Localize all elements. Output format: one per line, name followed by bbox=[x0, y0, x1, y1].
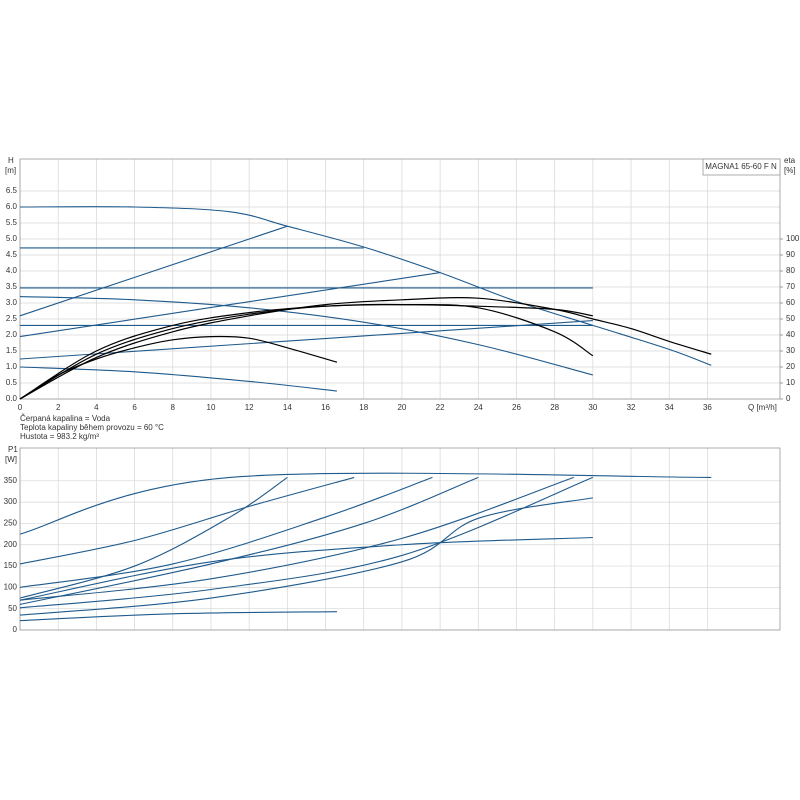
legend-box bbox=[702, 158, 781, 176]
y2-tick-label: 70 bbox=[786, 282, 795, 291]
y-axis-label: H bbox=[8, 156, 14, 165]
x-tick-label: 2 bbox=[56, 403, 61, 412]
y-tick-label: 50 bbox=[8, 604, 17, 613]
x-tick-label: 36 bbox=[703, 403, 712, 412]
plot-frame bbox=[19, 447, 781, 631]
y-tick-label: 0.0 bbox=[6, 394, 18, 403]
curve bbox=[19, 476, 433, 588]
efficiency-curve bbox=[19, 297, 712, 400]
y2-axis-label: eta bbox=[784, 156, 796, 165]
x-tick-label: 26 bbox=[512, 403, 521, 412]
x-tick-label: 20 bbox=[397, 403, 406, 412]
y-tick-label: 100 bbox=[4, 582, 18, 591]
y-tick-label: 4.5 bbox=[6, 250, 18, 259]
x-tick-label: 18 bbox=[359, 403, 368, 412]
x-tick-label: 8 bbox=[171, 403, 176, 412]
x-tick-label: 12 bbox=[245, 403, 254, 412]
y2-axis-unit: [%] bbox=[784, 166, 796, 175]
y2-tick-label: 10 bbox=[786, 378, 795, 387]
y-tick-label: 300 bbox=[4, 497, 18, 506]
x-tick-label: 6 bbox=[132, 403, 137, 412]
curve bbox=[19, 611, 337, 622]
note: Čerpaná kapalina = Voda bbox=[20, 414, 111, 423]
curve bbox=[19, 296, 594, 376]
y2-tick-label: 40 bbox=[786, 330, 795, 339]
x-tick-label: 32 bbox=[627, 403, 636, 412]
curve bbox=[19, 472, 712, 535]
note: Hustota = 983.2 kg/m³ bbox=[20, 432, 99, 441]
y2-tick-label: 50 bbox=[786, 314, 795, 323]
y-tick-label: 1.5 bbox=[6, 346, 18, 355]
y-axis-unit: [m] bbox=[5, 166, 16, 175]
y-tick-label: 150 bbox=[4, 561, 18, 570]
x-tick-label: 0 bbox=[18, 403, 23, 412]
curve bbox=[19, 225, 288, 317]
y2-tick-label: 30 bbox=[786, 346, 795, 355]
y2-tick-label: 0 bbox=[786, 394, 791, 403]
curve bbox=[19, 476, 288, 599]
y2-tick-label: 20 bbox=[786, 362, 795, 371]
curve bbox=[19, 476, 479, 605]
efficiency-curve bbox=[19, 335, 338, 400]
y-tick-label: 350 bbox=[4, 476, 18, 485]
x-axis-label: Q [m³/h] bbox=[748, 403, 777, 412]
y-tick-label: 1.0 bbox=[6, 362, 18, 371]
curve bbox=[19, 476, 594, 609]
y-tick-label: 2.5 bbox=[6, 314, 18, 323]
y-tick-label: 6.0 bbox=[6, 202, 18, 211]
x-tick-label: 16 bbox=[321, 403, 330, 412]
x-tick-label: 22 bbox=[436, 403, 445, 412]
curve bbox=[19, 497, 593, 616]
efficiency-curve bbox=[19, 303, 593, 400]
curve bbox=[19, 476, 574, 601]
y-axis-label: P1 bbox=[8, 445, 18, 454]
note: Teplota kapaliny během provozu = 60 °C bbox=[20, 423, 164, 432]
y2-tick-label: 90 bbox=[786, 250, 795, 259]
curve bbox=[19, 272, 441, 338]
plot-frame bbox=[19, 158, 781, 400]
legend-title: MAGNA1 65-60 F N bbox=[705, 162, 777, 171]
x-tick-label: 14 bbox=[283, 403, 292, 412]
y-tick-label: 2.0 bbox=[6, 330, 18, 339]
curve bbox=[19, 536, 593, 601]
y-tick-label: 4.0 bbox=[6, 266, 18, 275]
y-tick-label: 6.5 bbox=[6, 186, 18, 195]
curve bbox=[19, 206, 712, 366]
y-tick-label: 5.5 bbox=[6, 218, 18, 227]
y2-tick-label: 80 bbox=[786, 266, 795, 275]
x-tick-label: 24 bbox=[474, 403, 483, 412]
y-tick-label: 200 bbox=[4, 540, 18, 549]
x-tick-label: 28 bbox=[550, 403, 559, 412]
y-tick-label: 0 bbox=[13, 625, 18, 634]
y2-tick-label: 100 bbox=[786, 234, 800, 243]
y-tick-label: 0.5 bbox=[6, 378, 18, 387]
x-tick-label: 10 bbox=[207, 403, 216, 412]
y-tick-label: 5.0 bbox=[6, 234, 18, 243]
y-axis-unit: [W] bbox=[5, 455, 17, 464]
y-tick-label: 250 bbox=[4, 519, 18, 528]
curve bbox=[19, 476, 355, 565]
y-tick-label: 3.5 bbox=[6, 282, 18, 291]
curve bbox=[19, 320, 593, 360]
y-tick-label: 3.0 bbox=[6, 298, 18, 307]
x-tick-label: 34 bbox=[665, 403, 674, 412]
y2-tick-label: 60 bbox=[786, 298, 795, 307]
x-tick-label: 30 bbox=[588, 403, 597, 412]
x-tick-label: 4 bbox=[94, 403, 99, 412]
